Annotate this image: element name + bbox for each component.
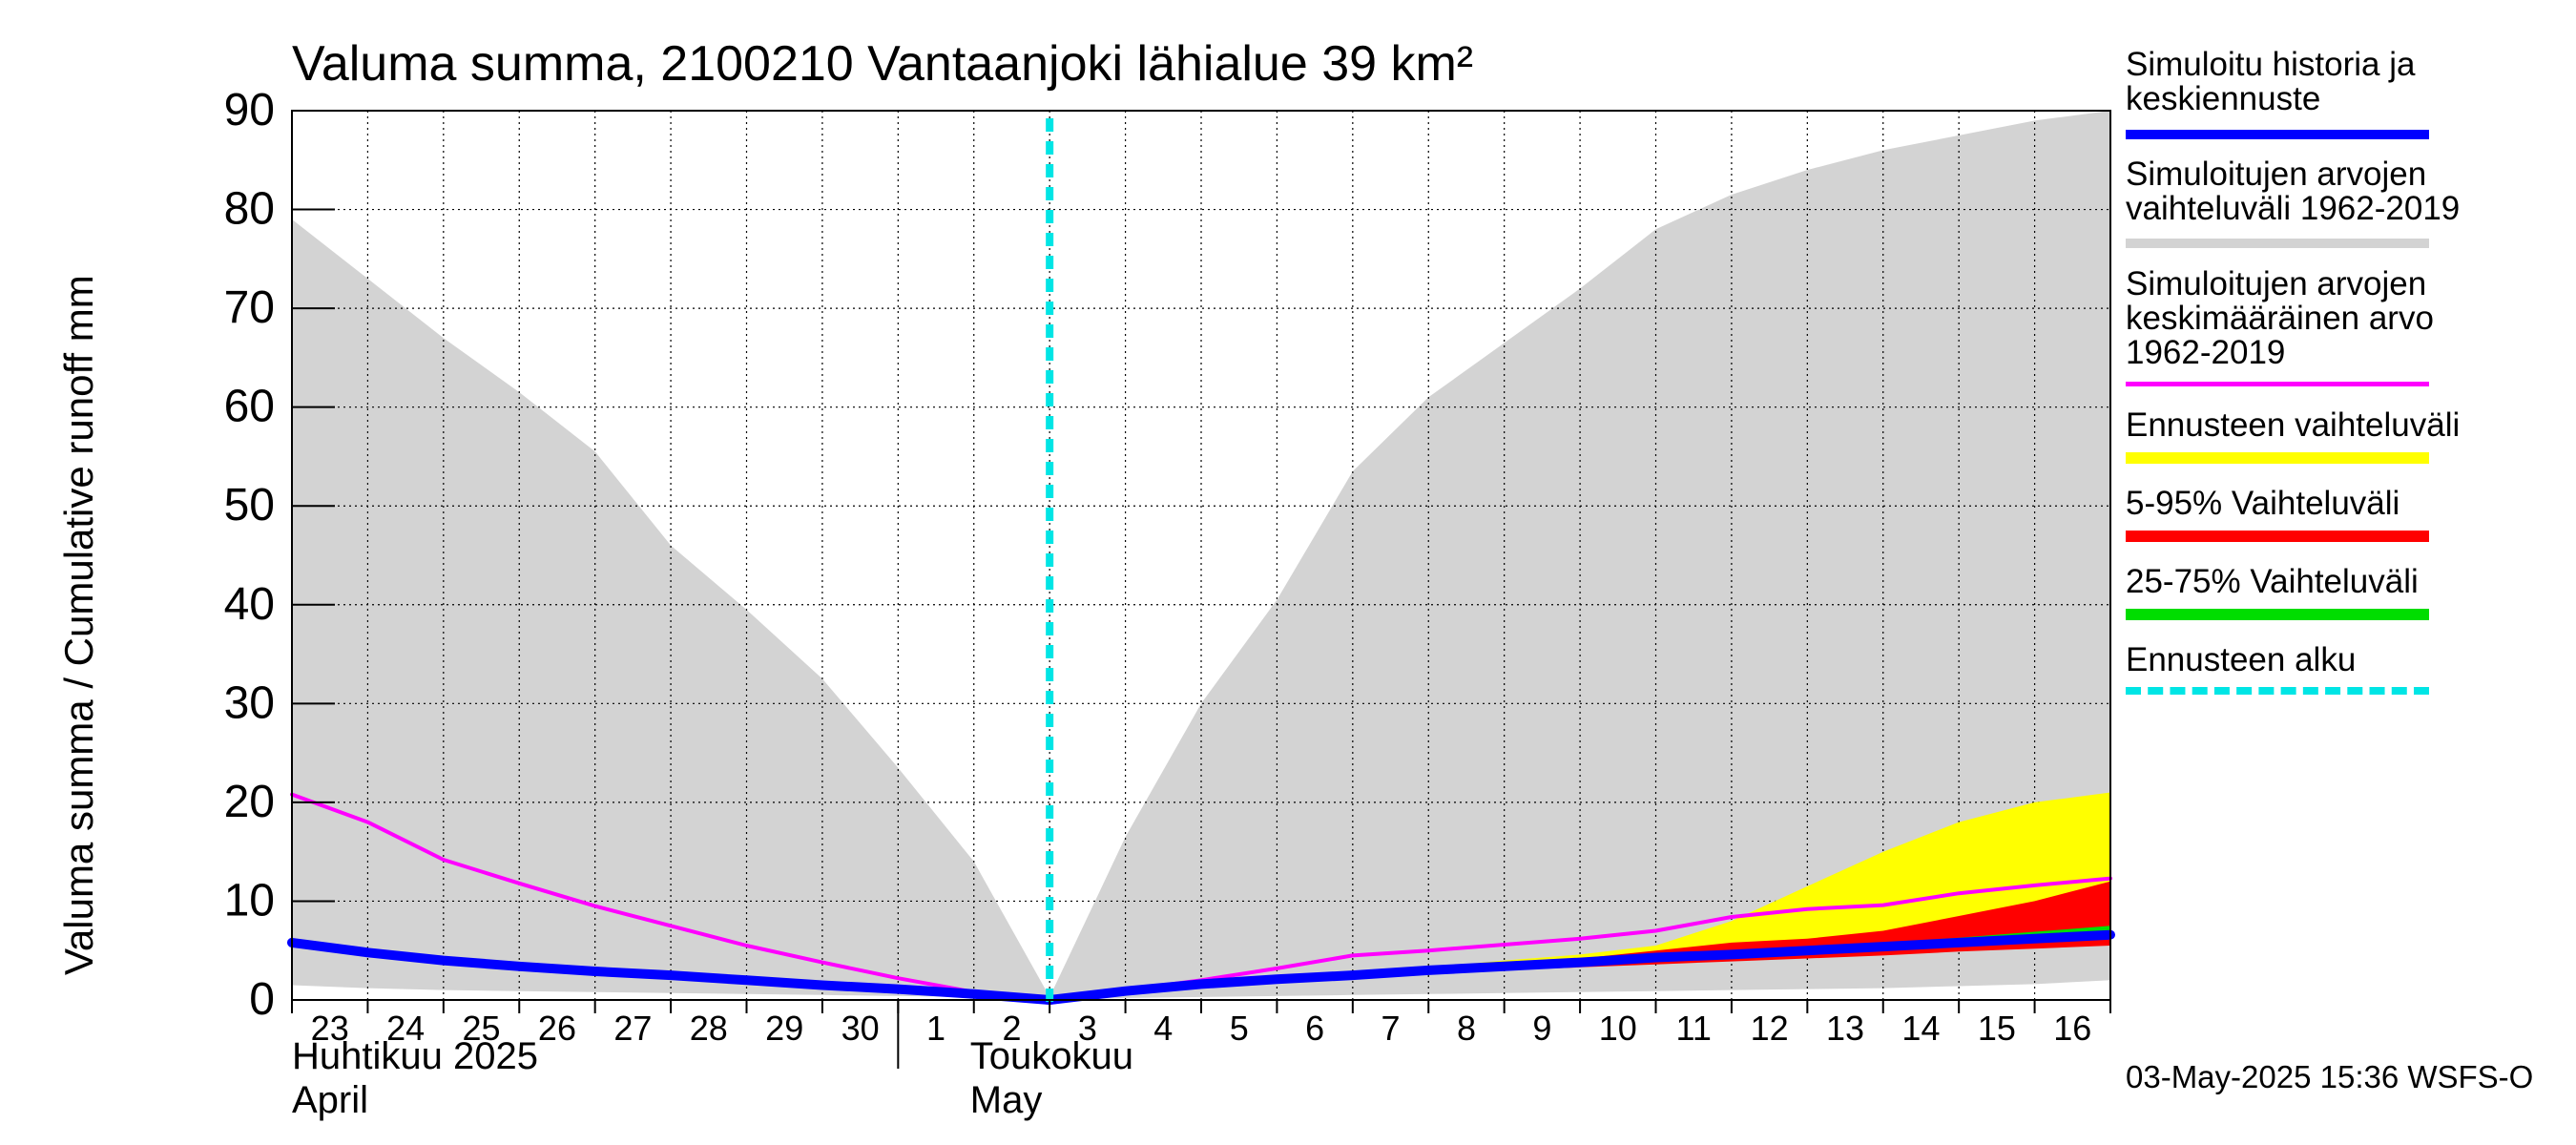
legend-item-5-95: 5-95% Vaihteluväli [2126, 485, 2565, 542]
x-day-label: 1 [926, 1009, 945, 1048]
band-5-95 [1049, 881, 2110, 1000]
x-day-label: 5 [1230, 1009, 1249, 1048]
month-label-en: May [970, 1079, 1043, 1121]
legend-item-forecast-range: Ennusteen vaihteluväli [2126, 406, 2565, 464]
y-tick-label: 20 [224, 777, 275, 827]
x-day-label: 9 [1532, 1009, 1551, 1048]
x-day-label: 13 [1826, 1009, 1864, 1048]
legend-item-range: Simuloitujen arvojen vaihteluväli 1962-2… [2126, 156, 2565, 248]
y-tick-label: 90 [224, 85, 275, 135]
x-day-label: 7 [1381, 1009, 1401, 1048]
month-label-fi: Huhtikuu 2025 [292, 1035, 538, 1077]
x-day-label: 15 [1978, 1009, 2016, 1048]
x-day-label: 3 [1078, 1009, 1097, 1048]
legend-swatch-25-75 [2126, 609, 2429, 620]
x-day-label: 27 [613, 1009, 652, 1048]
chart-title: Valuma summa, 2100210 Vantaanjoki lähial… [292, 36, 1473, 92]
x-day-label: 2 [1002, 1009, 1021, 1048]
x-day-label: 30 [841, 1009, 880, 1048]
legend-swatch-5-95 [2126, 531, 2429, 542]
legend-label: Simuloitu historia ja keskiennuste [2126, 46, 2416, 117]
legend-label: Simuloitujen arvojen keskimääräinen arvo… [2126, 265, 2434, 371]
legend-swatch-forecast-start [2126, 687, 2429, 695]
y-tick-label: 40 [224, 579, 275, 630]
legend-label: Ennusteen vaihteluväli [2126, 406, 2461, 444]
y-tick-label: 10 [224, 875, 275, 926]
y-tick-label: 30 [224, 677, 275, 728]
x-day-label: 14 [1901, 1009, 1940, 1048]
x-day-label: 24 [386, 1009, 425, 1048]
x-day-label: 4 [1153, 1009, 1173, 1048]
y-tick-label: 50 [224, 480, 275, 531]
x-day-label: 12 [1751, 1009, 1789, 1048]
y-tick-label: 0 [249, 974, 275, 1025]
x-day-label: 25 [463, 1009, 501, 1048]
legend-swatch-median [2126, 130, 2429, 139]
y-tick-label: 60 [224, 382, 275, 432]
x-day-label: 10 [1599, 1009, 1637, 1048]
y-tick-label: 70 [224, 282, 275, 333]
month-label-en: April [292, 1079, 368, 1121]
x-day-label: 23 [311, 1009, 349, 1048]
legend-label: Simuloitujen arvojen vaihteluväli 1962-2… [2126, 156, 2461, 227]
timestamp: 03-May-2025 15:36 WSFS-O [2126, 1059, 2534, 1094]
legend-item-forecast-start: Ennusteen alku [2126, 641, 2565, 695]
legend-item-25-75: 25-75% Vaihteluväli [2126, 563, 2565, 620]
x-day-label: 29 [765, 1009, 803, 1048]
x-day-label: 11 [1676, 1009, 1712, 1048]
legend-label: 5-95% Vaihteluväli [2126, 485, 2400, 522]
legend-label: 25-75% Vaihteluväli [2126, 563, 2419, 600]
x-day-label: 16 [2053, 1009, 2091, 1048]
x-day-label: 28 [690, 1009, 728, 1048]
y-tick-label: 80 [224, 184, 275, 235]
legend-swatch-range [2126, 239, 2429, 248]
legend-swatch-forecast-range [2126, 452, 2429, 464]
x-day-label: 6 [1305, 1009, 1324, 1048]
legend-item-median: Simuloitu historia ja keskiennuste [2126, 46, 2565, 139]
legend-label: Ennusteen alku [2126, 641, 2357, 678]
legend-item-mean: Simuloitujen arvojen keskimääräinen arvo… [2126, 265, 2565, 386]
y-axis-label: Valuma summa / Cumulative runoff mm [56, 275, 101, 975]
x-day-label: 8 [1457, 1009, 1476, 1048]
median-forecast-line [287, 929, 2115, 1005]
historical-range-band [292, 111, 2110, 1000]
x-day-label: 26 [538, 1009, 576, 1048]
month-label-fi: Toukokuu [970, 1035, 1133, 1077]
legend-swatch-mean [2126, 382, 2429, 386]
